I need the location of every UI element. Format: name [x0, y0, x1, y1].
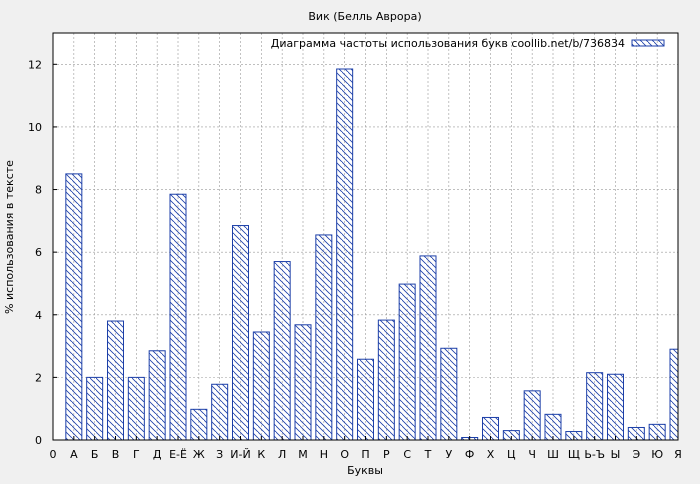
x-tick-label: Г — [133, 448, 140, 461]
bar-П — [357, 358, 374, 441]
x-tick-label: Х — [487, 448, 495, 461]
bar-Ч — [523, 390, 541, 441]
x-tick-label: Я — [674, 448, 682, 461]
x-tick-label: К — [257, 448, 265, 461]
x-axis-label: Буквы — [347, 464, 383, 477]
bar-Р — [377, 319, 395, 441]
x-tick-label: Ф — [465, 448, 474, 461]
y-tick-label: 2 — [35, 371, 42, 384]
x-tick-label: Е-Ё — [169, 448, 187, 461]
x-tick-label: П — [361, 448, 369, 461]
x-tick-label: Ж — [193, 448, 205, 461]
bar-М — [294, 324, 312, 441]
x-tick-label: О — [340, 448, 349, 461]
bar-З — [211, 383, 229, 441]
bar-Ы — [607, 373, 624, 441]
bar-Н — [315, 234, 333, 441]
x-tick-label: С — [403, 448, 411, 461]
bar-В — [107, 320, 124, 441]
y-tick-label: 8 — [35, 184, 42, 197]
bar-Л — [273, 261, 291, 441]
bars — [65, 68, 679, 441]
bar-Г — [127, 376, 145, 441]
x-tick-label: 0 — [50, 448, 57, 461]
x-tick-label: Т — [424, 448, 432, 461]
bar-Д — [148, 350, 166, 441]
bar-О — [336, 68, 354, 441]
bar-И-Й — [232, 225, 249, 441]
bar-Т — [419, 255, 437, 441]
x-tick-label: Н — [320, 448, 328, 461]
y-tick-label: 4 — [35, 309, 42, 322]
y-tick-label: 12 — [28, 58, 42, 71]
legend-swatch — [631, 39, 665, 47]
bar-Ь-Ъ — [586, 372, 604, 441]
x-tick-label: Л — [278, 448, 286, 461]
bar-А — [65, 173, 83, 441]
x-tick-label: Р — [383, 448, 390, 461]
x-tick-label: Ы — [611, 448, 621, 461]
x-tick-label: Ц — [507, 448, 516, 461]
x-tick-label: У — [445, 448, 452, 461]
x-tick-label: Ч — [528, 448, 536, 461]
x-tick-label: А — [70, 448, 78, 461]
bar-С — [398, 283, 416, 441]
bar-К — [252, 331, 270, 441]
x-tick-label: В — [112, 448, 120, 461]
y-tick-label: 10 — [28, 121, 42, 134]
x-tick-label: Д — [153, 448, 162, 461]
bar-Б — [86, 376, 104, 441]
x-tick-label: Щ — [568, 448, 580, 461]
x-tick-label: Э — [632, 448, 640, 461]
chart-title: Вик (Белль Аврора) — [308, 10, 421, 23]
y-tick-label: 6 — [35, 246, 42, 259]
x-tick-label: Б — [91, 448, 99, 461]
x-tick-label: Ь-Ъ — [584, 448, 605, 461]
x-tick-label: И-Й — [230, 448, 250, 461]
bar-Е-Ё — [169, 193, 187, 441]
y-tick-label: 0 — [35, 434, 42, 447]
legend: Диаграмма частоты использования букв coo… — [271, 37, 665, 50]
x-tick-label: М — [298, 448, 308, 461]
legend-label: Диаграмма частоты использования букв coo… — [271, 37, 625, 50]
x-tick-label: Ш — [547, 448, 559, 461]
x-tick-label: Ю — [651, 448, 663, 461]
x-tick-label: З — [216, 448, 223, 461]
bar-Я — [669, 348, 679, 441]
bar-Ж — [190, 408, 208, 441]
bar-У — [440, 347, 458, 441]
y-axis-label: % использования в тексте — [3, 160, 16, 314]
